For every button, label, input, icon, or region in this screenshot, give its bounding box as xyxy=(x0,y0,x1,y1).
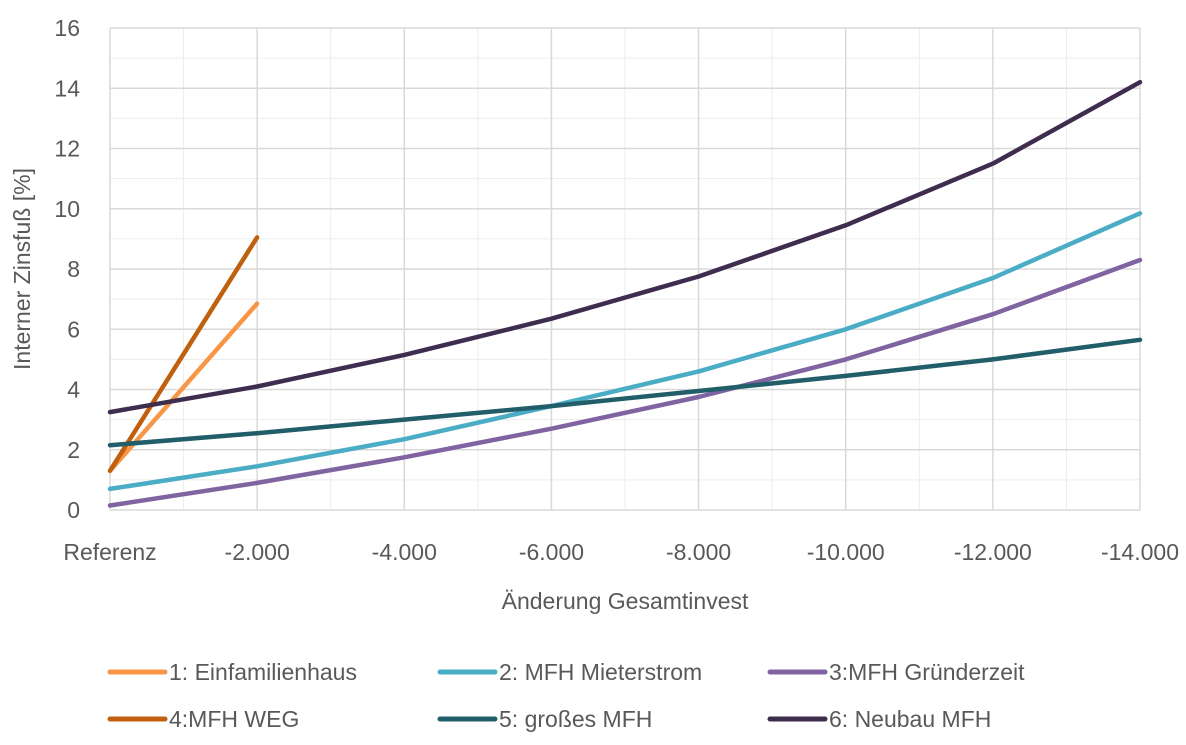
x-tick-label: -10.000 xyxy=(807,539,885,565)
y-tick-label: 0 xyxy=(67,497,80,523)
y-tick-label: 6 xyxy=(67,316,80,342)
legend-label: 3:MFH Gründerzeit xyxy=(829,659,1025,685)
y-tick-label: 10 xyxy=(54,196,80,222)
legend-item: 6: Neubau MFH xyxy=(767,706,991,732)
legend-item: 5: großes MFH xyxy=(437,706,652,732)
series-line xyxy=(107,257,1143,508)
grid xyxy=(109,27,1141,511)
y-tick-label: 14 xyxy=(54,75,80,101)
x-axis-ticks: Referenz -2.000 -4.000 -6.000 -8.000 -10.000 -… xyxy=(63,539,1179,565)
legend-label: 5: großes MFH xyxy=(499,706,652,732)
legend-item: 3:MFH Gründerzeit xyxy=(767,659,1025,685)
legend-item: 1: Einfamilienhaus xyxy=(107,659,357,685)
x-tick-label: -12.000 xyxy=(954,539,1032,565)
x-tick-label: -14.000 xyxy=(1101,539,1179,565)
legend-label: 6: Neubau MFH xyxy=(829,706,991,732)
y-tick-label: 4 xyxy=(67,377,80,403)
x-tick-label: Referenz xyxy=(63,539,156,565)
y-axis-ticks: 0 2 4 6 8 10 12 14 16 xyxy=(54,15,80,523)
series-line xyxy=(107,79,1143,415)
legend-item: 2: MFH Mieterstrom xyxy=(437,659,702,685)
x-tick-label: -2.000 xyxy=(225,539,290,565)
legend: 1: Einfamilienhaus 2: MFH Mieterstrom 3:MF… xyxy=(107,659,1025,732)
x-axis-title: Änderung Gesamtinvest xyxy=(502,588,749,614)
x-tick-label: -8.000 xyxy=(666,539,731,565)
y-tick-label: 8 xyxy=(67,256,80,282)
series-line xyxy=(107,211,1143,492)
x-tick-label: -4.000 xyxy=(372,539,437,565)
y-tick-label: 16 xyxy=(54,15,80,41)
legend-item: 4:MFH WEG xyxy=(107,706,299,732)
series-line xyxy=(107,337,1143,448)
y-tick-label: 2 xyxy=(67,437,80,463)
series-lines xyxy=(107,79,1143,508)
y-tick-label: 12 xyxy=(54,136,80,162)
y-axis-title: Interner Zinsfuß [%] xyxy=(9,168,35,370)
legend-label: 4:MFH WEG xyxy=(169,706,299,732)
series-line xyxy=(107,235,260,474)
legend-label: 1: Einfamilienhaus xyxy=(169,659,357,685)
legend-label: 2: MFH Mieterstrom xyxy=(499,659,702,685)
x-tick-label: -6.000 xyxy=(519,539,584,565)
